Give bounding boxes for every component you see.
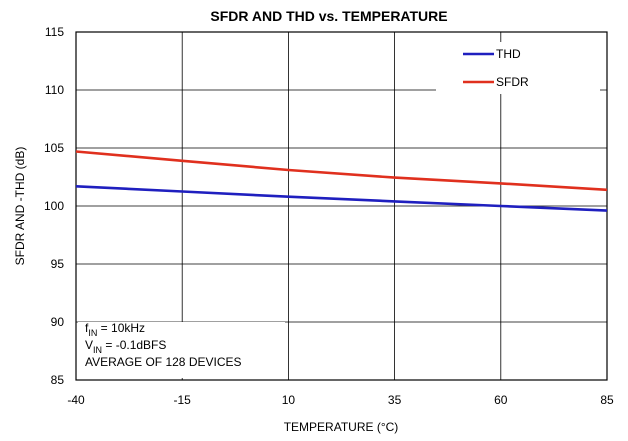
- annotation-vin: VIN = -0.1dBFS: [85, 338, 166, 355]
- series-line-thd: [75, 185, 608, 212]
- legend-label-sfdr: SFDR: [496, 75, 529, 89]
- plot-frame: [75, 31, 608, 381]
- y-axis-label: SFDR AND -THD (dB): [13, 147, 27, 266]
- legend-label-thd: THD: [496, 47, 521, 61]
- x-tick-label: 10: [282, 393, 296, 407]
- x-tick-label: 85: [600, 393, 614, 407]
- x-tick-label: 35: [388, 393, 402, 407]
- y-tick-label: 100: [44, 199, 64, 213]
- tick-labels: -40 -15 10 35 60 85 85 90 95 100 105 110 115: [44, 25, 614, 407]
- y-tick-label: 95: [51, 257, 65, 271]
- legend-background: [436, 42, 600, 94]
- x-axis-label: TEMPERATURE (°C): [284, 420, 399, 434]
- chart-title: SFDR AND THD vs. TEMPERATURE: [210, 8, 447, 24]
- annotation-fin: fIN = 10kHz: [85, 321, 145, 338]
- x-tick-label: -15: [174, 393, 192, 407]
- y-tick-label: 85: [51, 373, 65, 387]
- x-tick-label: 60: [494, 393, 508, 407]
- series-layer: [75, 150, 608, 212]
- y-tick-label: 90: [51, 315, 65, 329]
- y-tick-label: 115: [45, 25, 64, 39]
- annotation-background: [78, 322, 285, 378]
- annotation-devices: AVERAGE OF 128 DEVICES: [85, 355, 242, 369]
- y-tick-label: 105: [44, 141, 64, 155]
- legend: THD SFDR: [463, 47, 529, 89]
- series-line-sfdr: [75, 150, 608, 192]
- y-tick-label: 110: [45, 83, 64, 97]
- x-tick-label: -40: [67, 393, 85, 407]
